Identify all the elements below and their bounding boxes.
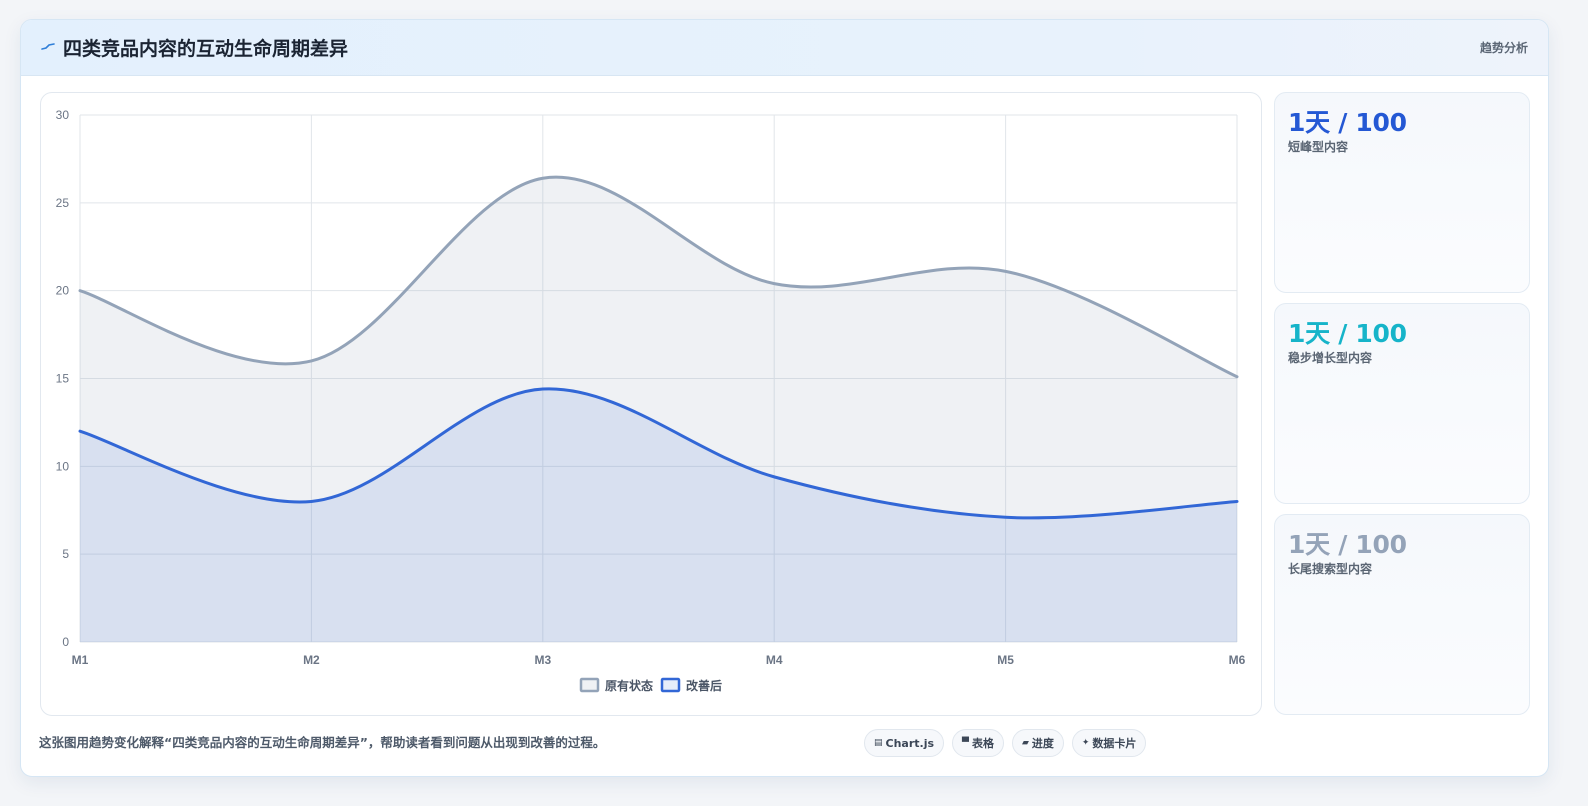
x-tick-label: M4 xyxy=(766,653,783,667)
chart-card: 四类竞品内容的互动生命周期差异 趋势分析 0 5 10 15 20 25 30 M1 M2 M3 M… xyxy=(20,19,1549,777)
y-tick-label: 5 xyxy=(62,547,69,561)
stat-value: 1天 / 100 xyxy=(1288,530,1407,559)
stat-label: 短峰型内容 xyxy=(1288,140,1349,154)
pill-progress[interactable]: ▰ 进度 xyxy=(1011,729,1064,757)
y-tick-label: 0 xyxy=(62,635,69,649)
pill-label: Chart.js xyxy=(885,736,935,750)
chart-icon: ▤ xyxy=(874,738,883,748)
legend-label: 原有状态 xyxy=(605,678,653,693)
stat-value: 1天 / 100 xyxy=(1288,108,1407,137)
x-tick-label: M1 xyxy=(72,653,89,667)
x-tick-label: M2 xyxy=(303,653,320,667)
chart-description: 这张图用趋势变化解释“四类竞品内容的互动生命周期差异”，帮助读者看到问题从出现到… xyxy=(39,735,606,750)
card-title: 四类竞品内容的互动生命周期差异 xyxy=(63,38,349,60)
pill-table[interactable]: ▀ 表格 xyxy=(952,729,1004,757)
y-tick-label: 20 xyxy=(56,284,70,298)
stat-card-steady-growth: 1天 / 100 稳步增长型内容 xyxy=(1274,303,1530,504)
legend-label: 改善后 xyxy=(686,678,722,693)
stat-card-long-tail: 1天 / 100 长尾搜索型内容 xyxy=(1274,514,1530,715)
trend-analysis-tag: 趋势分析 xyxy=(1479,41,1528,55)
table-icon: ▀ xyxy=(962,738,969,748)
pill-data-cards[interactable]: ✦ 数据卡片 xyxy=(1071,729,1147,757)
pill-label: 数据卡片 xyxy=(1092,737,1137,750)
y-tick-label: 25 xyxy=(56,196,70,210)
x-tick-label: M3 xyxy=(534,653,551,667)
series-area-2 xyxy=(80,388,1237,642)
y-tick-label: 10 xyxy=(56,459,70,473)
progress-icon: ▰ xyxy=(1021,738,1029,748)
card-header: 四类竞品内容的互动生命周期差异 趋势分析 xyxy=(21,20,1548,76)
area-chart: 0 5 10 15 20 25 30 M1 M2 M3 M4 M5 M6 原有状态 改善后 xyxy=(56,108,1246,693)
pulse-icon xyxy=(41,43,55,50)
y-tick-label: 15 xyxy=(56,372,70,386)
y-tick-label: 30 xyxy=(56,108,70,122)
legend-swatch xyxy=(660,677,681,693)
series-line-2 xyxy=(78,387,1239,520)
chart-panel: 0 5 10 15 20 25 30 M1 M2 M3 M4 M5 M6 原有状态 改善后 xyxy=(40,92,1262,716)
pill-label: 表格 xyxy=(971,737,994,750)
stat-card-short-peak: 1天 / 100 短峰型内容 xyxy=(1274,92,1530,293)
tag-pill-group: ▤ Chart.js ▀ 表格 ▰ 进度 ✦ 数据卡片 xyxy=(864,729,1147,757)
series-area-1 xyxy=(80,177,1237,642)
pill-label: 进度 xyxy=(1031,737,1054,750)
series-line-1 xyxy=(78,175,1239,379)
x-tick-label: M6 xyxy=(1229,653,1246,667)
stat-label: 稳步增长型内容 xyxy=(1288,351,1373,365)
stat-label: 长尾搜索型内容 xyxy=(1288,562,1373,576)
legend-swatch xyxy=(579,677,600,693)
pill-chartjs[interactable]: ▤ Chart.js xyxy=(864,729,945,757)
x-tick-label: M5 xyxy=(997,653,1014,667)
stat-value: 1天 / 100 xyxy=(1288,319,1407,348)
sparkle-icon: ✦ xyxy=(1081,738,1090,748)
